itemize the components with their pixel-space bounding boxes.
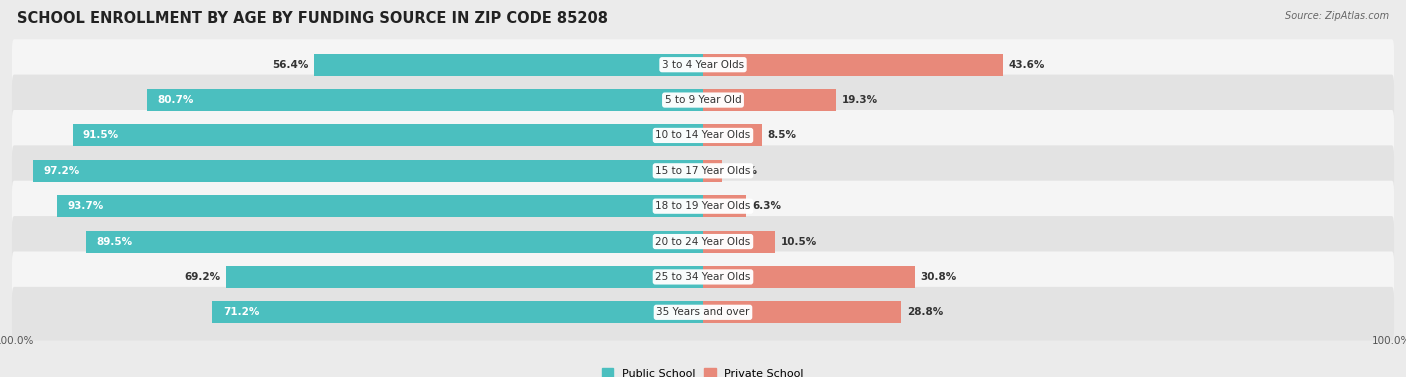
Text: 18 to 19 Year Olds: 18 to 19 Year Olds <box>655 201 751 211</box>
Text: 28.8%: 28.8% <box>907 307 943 317</box>
Text: 15 to 17 Year Olds: 15 to 17 Year Olds <box>655 166 751 176</box>
Text: 6.3%: 6.3% <box>752 201 780 211</box>
Text: 19.3%: 19.3% <box>841 95 877 105</box>
Bar <box>703 195 747 217</box>
FancyBboxPatch shape <box>13 146 1393 199</box>
FancyBboxPatch shape <box>13 181 1393 234</box>
Bar <box>703 124 762 146</box>
Bar <box>703 89 837 111</box>
Bar <box>86 231 703 253</box>
Bar <box>58 195 703 217</box>
Bar <box>315 54 703 76</box>
Bar <box>703 266 915 288</box>
Bar <box>212 301 703 323</box>
FancyBboxPatch shape <box>13 251 1393 305</box>
Text: 43.6%: 43.6% <box>1010 60 1045 70</box>
Text: 5 to 9 Year Old: 5 to 9 Year Old <box>665 95 741 105</box>
FancyBboxPatch shape <box>13 216 1393 270</box>
Text: 93.7%: 93.7% <box>67 201 104 211</box>
Bar <box>703 54 1004 76</box>
Text: 35 Years and over: 35 Years and over <box>657 307 749 317</box>
Text: 89.5%: 89.5% <box>97 236 132 247</box>
Text: 91.5%: 91.5% <box>83 130 120 141</box>
Text: 20 to 24 Year Olds: 20 to 24 Year Olds <box>655 236 751 247</box>
FancyBboxPatch shape <box>13 75 1393 128</box>
FancyBboxPatch shape <box>13 39 1393 93</box>
Text: 80.7%: 80.7% <box>157 95 194 105</box>
Text: 71.2%: 71.2% <box>222 307 259 317</box>
Bar <box>148 89 703 111</box>
Bar <box>73 124 703 146</box>
Bar <box>703 160 723 182</box>
Text: 2.8%: 2.8% <box>728 166 756 176</box>
FancyBboxPatch shape <box>13 110 1393 164</box>
Bar <box>226 266 703 288</box>
Text: 10 to 14 Year Olds: 10 to 14 Year Olds <box>655 130 751 141</box>
Text: 25 to 34 Year Olds: 25 to 34 Year Olds <box>655 272 751 282</box>
Bar <box>34 160 703 182</box>
Text: Source: ZipAtlas.com: Source: ZipAtlas.com <box>1285 11 1389 21</box>
FancyBboxPatch shape <box>13 287 1393 340</box>
Text: 97.2%: 97.2% <box>44 166 80 176</box>
Text: 8.5%: 8.5% <box>768 130 796 141</box>
Text: 10.5%: 10.5% <box>780 236 817 247</box>
Text: SCHOOL ENROLLMENT BY AGE BY FUNDING SOURCE IN ZIP CODE 85208: SCHOOL ENROLLMENT BY AGE BY FUNDING SOUR… <box>17 11 607 26</box>
Text: 30.8%: 30.8% <box>921 272 957 282</box>
Legend: Public School, Private School: Public School, Private School <box>598 364 808 377</box>
Text: 3 to 4 Year Olds: 3 to 4 Year Olds <box>662 60 744 70</box>
Bar <box>703 231 775 253</box>
Text: 69.2%: 69.2% <box>184 272 221 282</box>
Text: 56.4%: 56.4% <box>273 60 309 70</box>
Bar <box>703 301 901 323</box>
